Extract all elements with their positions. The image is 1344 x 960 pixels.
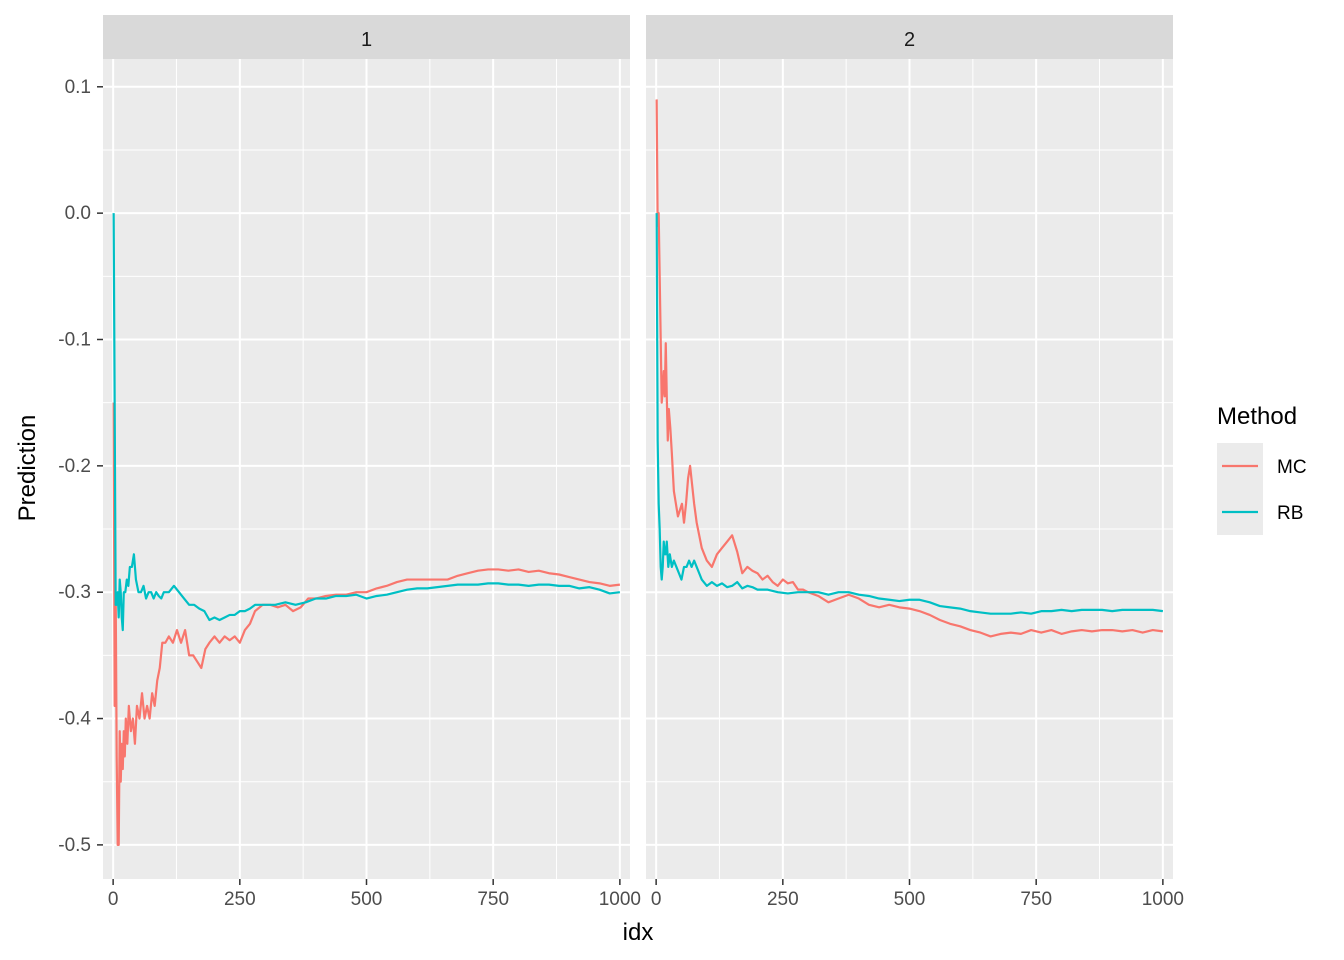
x-tick-label: 250 — [767, 889, 799, 910]
x-tick-label: 750 — [1020, 889, 1052, 910]
series-line-rb — [655, 213, 1164, 615]
y-tick-label: -0.3 — [58, 582, 91, 603]
x-tick-label: 750 — [477, 889, 509, 910]
y-tick-label: -0.5 — [58, 835, 91, 856]
legend-label: MC — [1277, 457, 1307, 478]
x-tick-label: 250 — [224, 889, 256, 910]
x-tick-label: 0 — [108, 889, 119, 910]
series-line-mc — [655, 99, 1164, 638]
y-tick-label: -0.4 — [58, 709, 91, 730]
x-tick-label: 500 — [351, 889, 383, 910]
legend-title: Method — [1217, 403, 1297, 430]
y-axis: 0.1 0.0 -0.1 -0.2 -0.3 -0.4 -0.5 — [58, 77, 103, 856]
y-tick-label: 0.0 — [65, 203, 91, 224]
x-tick-label: 0 — [651, 889, 662, 910]
legend-item-rb: RB — [1217, 489, 1303, 535]
facet-strip-label: 1 — [361, 29, 372, 51]
x-tick-label: 1000 — [1142, 889, 1184, 910]
legend: Method MC RB — [1217, 403, 1307, 535]
x-tick-label: 500 — [894, 889, 926, 910]
facet-strip — [646, 15, 1173, 59]
panel-2: 2 — [646, 15, 1173, 879]
x-axis-title: idx — [623, 919, 654, 946]
y-axis-title: Prediction — [14, 415, 41, 522]
y-tick-label: -0.1 — [58, 329, 91, 350]
facet-strip-label: 2 — [904, 29, 915, 51]
x-tick-label: 1000 — [599, 889, 641, 910]
x-axis: 0 250 500 750 1000 0 250 500 750 1000 — [108, 879, 1184, 910]
series-line-mc — [112, 402, 621, 846]
y-tick-label: -0.2 — [58, 456, 91, 477]
facet-strip — [103, 15, 630, 59]
legend-label: RB — [1277, 503, 1303, 524]
y-tick-label: 0.1 — [65, 77, 91, 98]
panel-1: 1 — [103, 15, 630, 879]
series-line-rb — [112, 213, 621, 632]
legend-item-mc: MC — [1217, 443, 1307, 489]
